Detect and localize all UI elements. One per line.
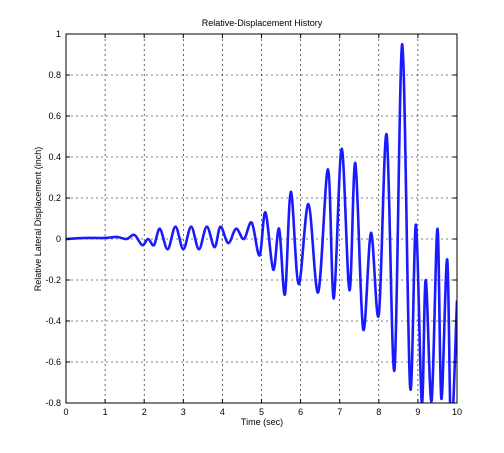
- y-tick-label: 0.8: [48, 70, 61, 80]
- y-tick-label: 0.6: [48, 111, 61, 121]
- x-tick-label: 10: [452, 407, 462, 417]
- x-tick-label: 7: [337, 407, 342, 417]
- x-tick-label: 8: [376, 407, 381, 417]
- displacement-line: [66, 42, 457, 403]
- x-tick-label: 3: [181, 407, 186, 417]
- x-tick-label: 4: [220, 407, 225, 417]
- y-tick-label: -0.6: [45, 357, 61, 367]
- data-line-group: [66, 42, 457, 403]
- ticks: 0 1 2 3 4 5 6 7 8 9 10 -0.8 -0.6 -0.4 -0.2 0 0.2 0.4 0.6 0.…: [45, 29, 462, 417]
- chart-title: Relative-Displacement History: [202, 18, 323, 28]
- x-tick-label: 1: [103, 407, 108, 417]
- y-axis-label: Relative Lateral Displacement (inch): [33, 147, 43, 292]
- y-tick-label: -0.4: [45, 316, 61, 326]
- x-tick-label: 5: [259, 407, 264, 417]
- x-tick-label: 2: [142, 407, 147, 417]
- x-tick-label: 9: [415, 407, 420, 417]
- x-tick-label: 6: [298, 407, 303, 417]
- x-axis-label: Time (sec): [241, 417, 283, 427]
- y-tick-label: 0.2: [48, 193, 61, 203]
- y-tick-label: 0.4: [48, 152, 61, 162]
- y-tick-label: 0: [56, 234, 61, 244]
- y-tick-label: -0.8: [45, 398, 61, 408]
- y-tick-label: 1: [56, 29, 61, 39]
- x-tick-label: 0: [63, 407, 68, 417]
- y-tick-label: -0.2: [45, 275, 61, 285]
